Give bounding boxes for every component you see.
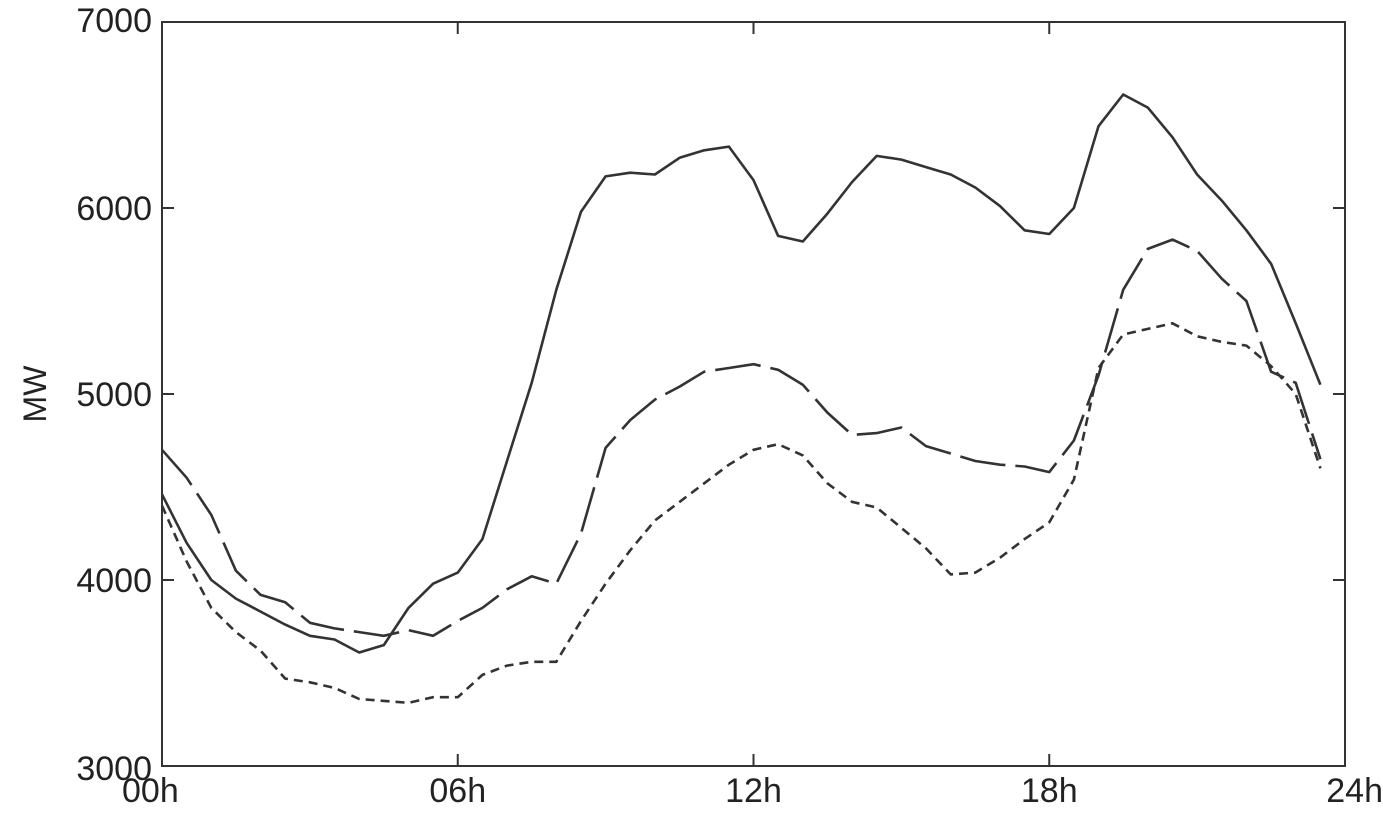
x-tick-label: 24h [1326,772,1383,810]
series-layer [160,93,1322,705]
x-tick-label: 12h [725,772,782,810]
series-line-short-dash [160,321,1322,705]
series-line-solid [160,93,1322,654]
x-tick-label: 06h [429,772,486,810]
x-tick-label: 18h [1021,772,1078,810]
ticks-layer: 00h 06h 12h 18h 24h 3000 4000 5000 6000 7000 [76,2,1383,810]
y-tick-label: 3000 [76,750,152,788]
y-tick-label: 6000 [76,190,152,228]
y-tick-label: 4000 [76,562,152,600]
plot-frame [161,21,1346,767]
series-line-long-dash [161,238,1322,638]
y-axis-label: MW [17,365,53,423]
x-tick-label: 00h [122,772,179,810]
y-tick-label: 7000 [76,2,152,40]
y-tick-label: 5000 [76,376,152,414]
